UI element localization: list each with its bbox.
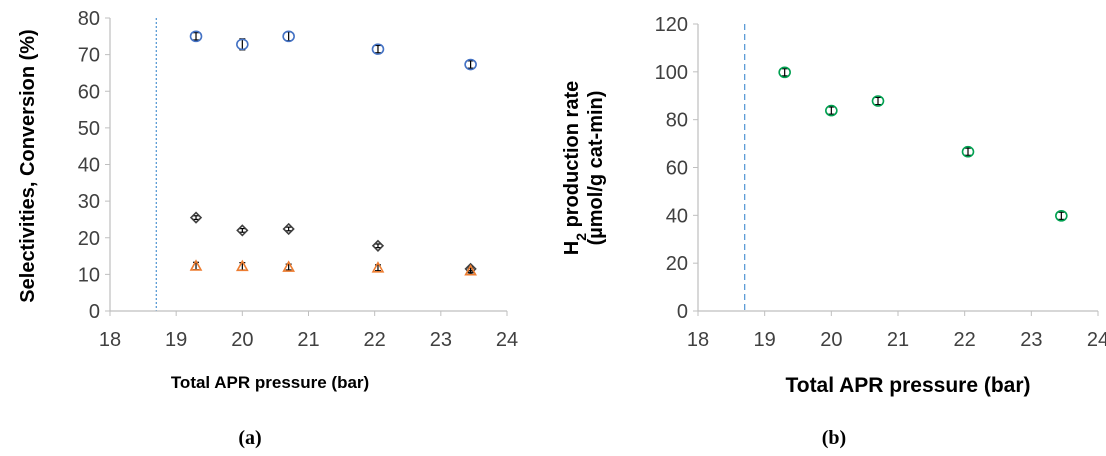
data-point — [961, 145, 975, 158]
circle-marker — [778, 66, 791, 79]
data-point — [464, 264, 477, 276]
triangle-marker — [189, 259, 203, 271]
data-point — [778, 66, 791, 79]
circle-marker — [825, 104, 838, 117]
data-point — [189, 30, 203, 43]
y-axis-title-b-main: H — [561, 241, 583, 255]
panel-a: 0 10 20 30 40 50 60 70 80 18 19 20 21 22 23 24 Total A… — [17, 8, 518, 449]
y-tick-label: 80 — [666, 110, 688, 132]
data-point — [371, 43, 385, 55]
data-point — [282, 30, 295, 43]
x-ticks-b: 18 19 20 21 22 23 24 — [687, 311, 1106, 351]
circle-marker — [189, 30, 203, 43]
x-tick-label: 22 — [954, 329, 976, 351]
y-axis-title-b-line1: H2 production rate — [561, 81, 589, 255]
y-tick-label: 60 — [666, 158, 688, 180]
y-tick-label: 10 — [78, 264, 100, 286]
panel-b: 0 20 40 60 80 100 120 18 19 20 21 22 23 24 Total APR… — [561, 14, 1106, 449]
data-point — [825, 104, 838, 117]
y-tick-label: 50 — [78, 118, 100, 140]
x-tick-label: 20 — [231, 329, 253, 351]
data-point — [871, 95, 885, 107]
y-tick-label: 0 — [89, 301, 100, 323]
y-ticks-a: 0 10 20 30 40 50 60 70 80 — [78, 8, 110, 323]
x-tick-label: 21 — [887, 329, 909, 351]
circle-marker — [871, 95, 885, 107]
diamond-marker — [282, 222, 295, 236]
data-points-a — [189, 30, 477, 276]
y-tick-label: 100 — [655, 62, 688, 84]
x-tick-label: 22 — [364, 329, 386, 351]
x-ticks-a: 18 19 20 21 22 23 24 — [99, 311, 518, 351]
x-tick-label: 24 — [1087, 329, 1106, 351]
diamond-marker — [189, 211, 203, 224]
x-tick-label: 23 — [430, 329, 452, 351]
y-tick-label: 80 — [78, 8, 100, 30]
data-point — [464, 58, 477, 71]
y-tick-label: 20 — [666, 253, 688, 275]
panel-label-b: (b) — [822, 427, 846, 449]
data-point — [371, 239, 385, 252]
y-tick-label: 120 — [655, 14, 688, 36]
y-axis-title-b-sub: 2 — [573, 233, 589, 241]
panel-label-a: (a) — [238, 427, 261, 449]
data-point — [236, 224, 249, 237]
y-tick-label: 40 — [78, 155, 100, 177]
data-point — [282, 222, 295, 236]
triangle-marker — [371, 261, 385, 273]
y-ticks-b: 0 20 40 60 80 100 120 — [655, 14, 698, 323]
axes-b — [697, 24, 1098, 312]
y-axis-title-b: H2 production rate (µmol/g cat-min) — [561, 81, 607, 255]
data-point — [189, 211, 203, 224]
diamond-marker — [236, 224, 249, 237]
diamond-marker — [371, 239, 385, 252]
x-tick-label: 18 — [99, 329, 121, 351]
x-tick-label: 24 — [496, 329, 518, 351]
circle-marker — [961, 145, 975, 158]
data-point — [371, 261, 385, 273]
y-tick-label: 30 — [78, 191, 100, 213]
x-tick-label: 19 — [754, 329, 776, 351]
triangle-marker — [282, 260, 296, 272]
triangle-marker — [235, 259, 249, 272]
diamond-marker — [464, 262, 477, 276]
axes-a — [109, 18, 507, 312]
data-point — [235, 259, 249, 272]
circle-marker — [371, 43, 385, 55]
x-tick-label: 21 — [297, 329, 319, 351]
y-tick-label: 70 — [78, 45, 100, 67]
data-point — [189, 259, 203, 271]
data-points-b — [778, 66, 1068, 222]
circle-marker — [464, 58, 477, 71]
x-tick-label: 19 — [165, 329, 187, 351]
circle-marker — [1055, 210, 1068, 222]
triangle-marker — [464, 264, 477, 276]
x-tick-label: 20 — [820, 329, 842, 351]
y-axis-title-b-line2: (µmol/g cat-min) — [585, 91, 607, 246]
y-tick-label: 60 — [78, 81, 100, 103]
data-point — [282, 260, 296, 272]
x-axis-title-b: Total APR pressure (bar) — [785, 374, 1030, 397]
x-axis-title-a: Total APR pressure (bar) — [171, 373, 369, 392]
circle-marker — [282, 30, 295, 43]
y-axis-title-b-rest: production rate — [561, 81, 583, 233]
circle-marker — [236, 38, 249, 51]
y-tick-label: 40 — [666, 205, 688, 227]
data-point — [236, 38, 249, 51]
y-tick-label: 20 — [78, 228, 100, 250]
x-tick-label: 18 — [687, 329, 709, 351]
y-tick-label: 0 — [677, 301, 688, 323]
y-axis-title-a: Selectivities, Conversion (%) — [17, 29, 39, 302]
x-tick-label: 23 — [1020, 329, 1042, 351]
data-point — [1055, 210, 1068, 222]
